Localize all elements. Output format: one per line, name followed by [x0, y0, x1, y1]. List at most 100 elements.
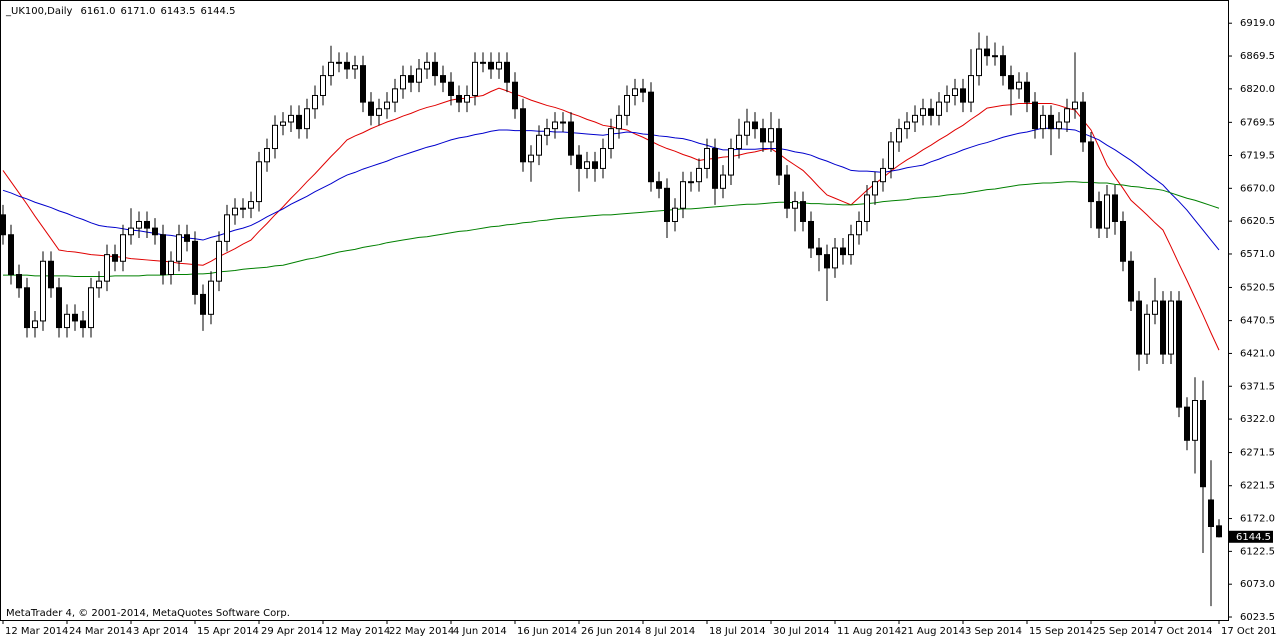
- candle-body: [944, 94, 950, 103]
- candle-body: [744, 121, 750, 136]
- candle-body: [408, 75, 414, 83]
- footer: MetaTrader 4, © 2001-2014, MetaQuotes So…: [6, 608, 290, 619]
- candle-body: [696, 167, 702, 183]
- candle-body: [352, 65, 358, 70]
- x-tick-label: 12 May 2014: [325, 626, 390, 637]
- candle-body: [824, 254, 830, 269]
- candle-body: [1136, 300, 1142, 355]
- candle-body: [728, 148, 734, 176]
- candle-body: [1008, 75, 1014, 90]
- header-quote: 6144.5: [200, 6, 235, 17]
- candle-body: [464, 94, 470, 103]
- candle-body: [224, 214, 230, 242]
- x-tick-label: 8 Jul 2014: [645, 626, 695, 637]
- y-tick-label: 6470.5: [1240, 316, 1275, 327]
- x-tick-label: 15 Apr 2014: [197, 626, 259, 637]
- candle-body: [560, 121, 566, 124]
- candle-body: [88, 287, 94, 329]
- candle-body: [912, 114, 918, 123]
- candle-body: [1056, 121, 1062, 130]
- candle-body: [136, 220, 142, 229]
- candle-body: [576, 154, 582, 169]
- candle-body: [504, 61, 510, 83]
- x-tick-label: 17 Oct 2014: [1221, 626, 1276, 637]
- y-tick-label: 6122.5: [1240, 546, 1275, 557]
- candle-body: [976, 48, 982, 77]
- candle-body: [1200, 400, 1206, 488]
- x-tick-label: 12 Mar 2014: [5, 626, 68, 637]
- candle-body: [496, 61, 502, 70]
- candle-body: [304, 108, 310, 130]
- candle-body: [40, 260, 46, 322]
- y-tick-label: 6421.0: [1240, 348, 1275, 359]
- candle-body: [24, 287, 30, 329]
- candle-body: [312, 94, 318, 110]
- y-tick-label: 6620.5: [1240, 216, 1275, 227]
- candle-body: [952, 88, 958, 96]
- candle-body: [720, 174, 726, 189]
- candle-body: [816, 247, 822, 256]
- candle-body: [960, 88, 966, 103]
- candle-body: [440, 75, 446, 83]
- candle-body: [544, 128, 550, 136]
- candle-body: [800, 201, 806, 222]
- candle-body: [608, 128, 614, 150]
- last-price-label: 6144.5: [1236, 532, 1271, 543]
- candle-body: [360, 65, 366, 103]
- candle-body: [160, 234, 166, 276]
- last-price-box: [1229, 530, 1273, 543]
- candle-body: [664, 187, 670, 222]
- candle-body: [280, 121, 286, 126]
- header-quote: 6143.5: [160, 6, 195, 17]
- candle-body: [736, 134, 742, 150]
- candle-body: [1088, 141, 1094, 203]
- candle-body: [848, 234, 854, 256]
- candle-body: [1000, 55, 1006, 77]
- y-tick-label: 6371.5: [1240, 381, 1275, 392]
- candle-body: [616, 114, 622, 130]
- candle-body: [1168, 300, 1174, 355]
- candle-body: [1144, 313, 1150, 355]
- y-tick-label: 6271.5: [1240, 448, 1275, 459]
- candle-body: [216, 240, 222, 282]
- candle-body: [448, 81, 454, 96]
- y-tick-label: 6322.0: [1240, 414, 1275, 425]
- candle-body: [1016, 81, 1022, 90]
- y-tick-label: 6719.5: [1240, 150, 1275, 161]
- candle-body: [1048, 114, 1054, 130]
- candle-body: [480, 61, 486, 64]
- x-tick-label: 3 Apr 2014: [133, 626, 188, 637]
- candle-body: [808, 220, 814, 249]
- candle-body: [32, 320, 38, 329]
- candle-body: [392, 88, 398, 103]
- candle-body: [880, 167, 886, 183]
- candle-body: [416, 68, 422, 83]
- candle-body: [120, 234, 126, 262]
- candle-body: [128, 227, 134, 236]
- candle-body: [1176, 300, 1182, 408]
- candle-body: [1192, 400, 1198, 441]
- candle-body: [336, 61, 342, 64]
- x-tick-label: 4 Jun 2014: [453, 626, 507, 637]
- candle-body: [424, 61, 430, 70]
- candle-body: [656, 181, 662, 189]
- candle-body: [112, 254, 118, 262]
- candle-body: [8, 234, 14, 276]
- candle-body: [648, 91, 654, 183]
- candle-body: [704, 148, 710, 169]
- candle-body: [240, 207, 246, 210]
- candle-body: [1064, 108, 1070, 123]
- candle-body: [488, 61, 494, 70]
- candle-body: [832, 247, 838, 269]
- candle-body: [296, 114, 302, 130]
- candle-body: [56, 287, 62, 329]
- candle-body: [752, 121, 758, 130]
- candle-body: [1096, 201, 1102, 229]
- candle-body: [48, 260, 54, 289]
- candle-body: [472, 61, 478, 96]
- candle-body: [1184, 406, 1190, 441]
- candle-body: [680, 181, 686, 209]
- x-tick-label: 22 May 2014: [389, 626, 454, 637]
- candle-body: [624, 94, 630, 116]
